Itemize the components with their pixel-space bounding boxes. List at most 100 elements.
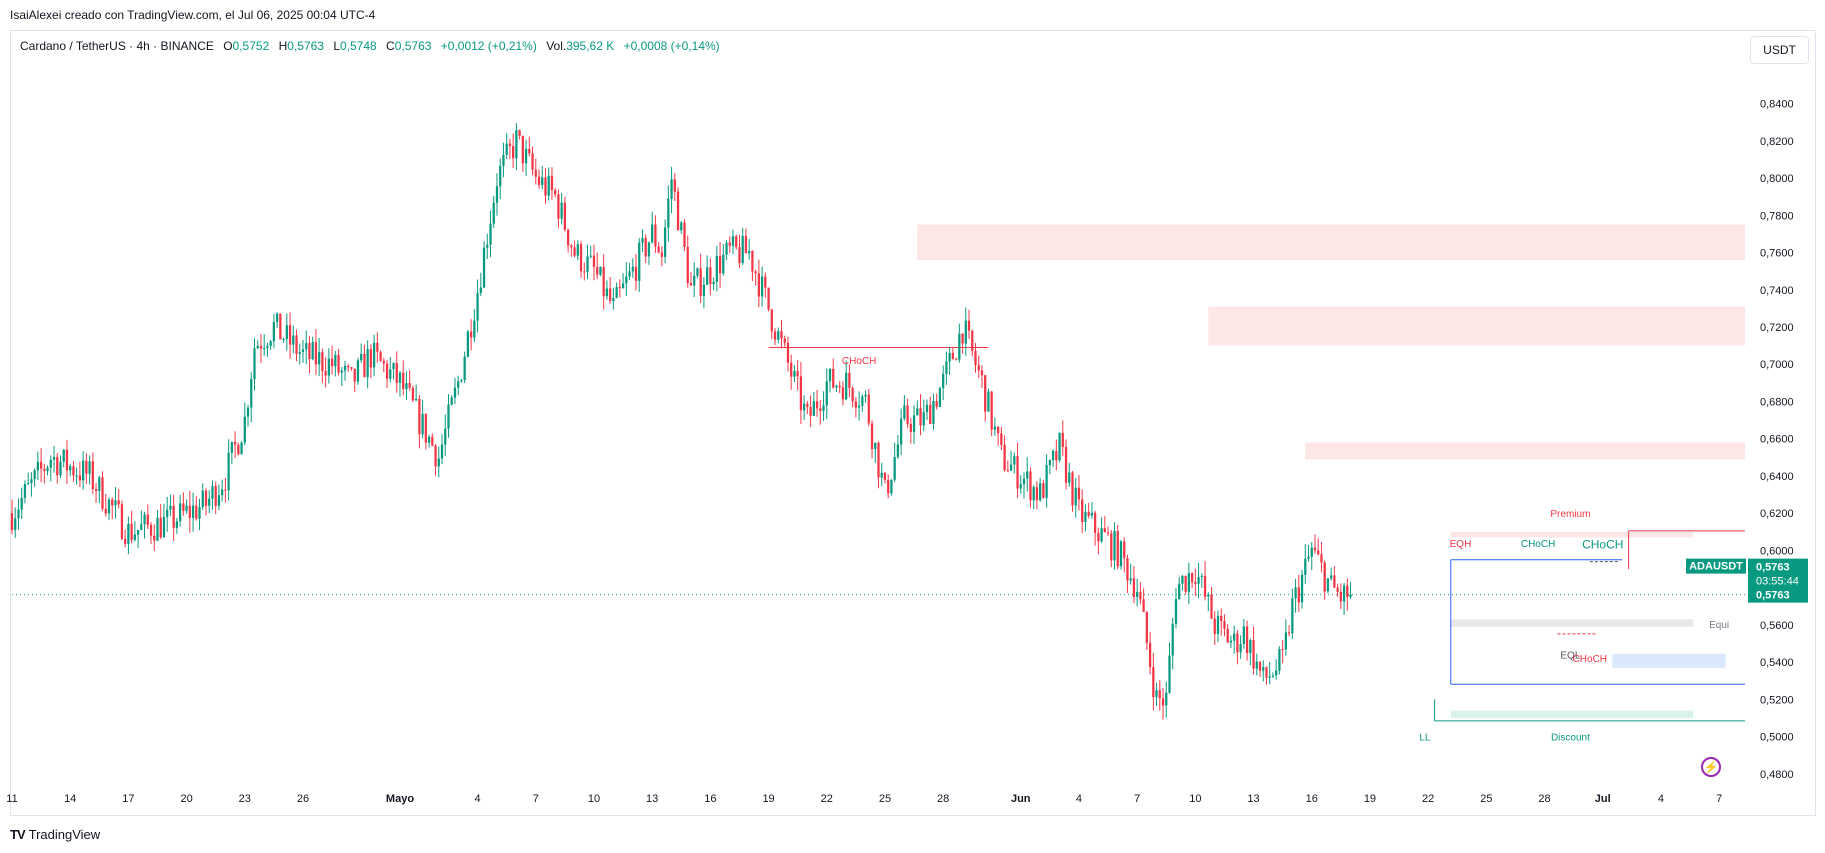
candle-body [153, 535, 156, 541]
time-tick-label: Mayo [386, 793, 414, 805]
candle-body [524, 148, 528, 164]
candle [725, 240, 728, 260]
candle-body [52, 456, 56, 460]
candle-body [874, 442, 877, 450]
candle [23, 480, 27, 504]
candle-body [1042, 483, 1045, 498]
candle [1026, 457, 1029, 492]
candle [385, 360, 389, 389]
candle [670, 166, 673, 214]
candle-body [1271, 675, 1275, 677]
candle [1300, 570, 1304, 609]
candle-body [1142, 599, 1145, 612]
candle-body [1161, 698, 1165, 706]
candle [1284, 619, 1288, 656]
lightning-icon[interactable]: ⚡ [1701, 757, 1721, 777]
candle-body [1171, 623, 1174, 656]
candle [59, 455, 62, 479]
candle [263, 334, 266, 357]
candle-body [1220, 615, 1223, 622]
candle [767, 287, 770, 312]
candle [541, 165, 544, 190]
candle [1187, 562, 1191, 605]
candle-body [738, 247, 741, 264]
candle [505, 133, 508, 160]
price-tick-label: 0,4800 [1760, 769, 1794, 781]
candle-body [822, 405, 825, 411]
candle-body [951, 353, 954, 360]
candle [1320, 541, 1323, 573]
candle-body [909, 423, 912, 432]
candle-body [1281, 649, 1284, 651]
time-tick-label: 23 [239, 793, 251, 805]
candle-body [673, 179, 676, 192]
candle [822, 391, 825, 421]
time-tick-label: 25 [879, 793, 891, 805]
candle [72, 460, 75, 482]
candle [1294, 578, 1297, 613]
time-tick-label: 25 [1480, 793, 1492, 805]
price-tick-label: 0,5000 [1760, 732, 1794, 744]
candle-body [1165, 692, 1168, 706]
candle [709, 258, 712, 296]
candle-body [696, 268, 699, 276]
candle-body [117, 500, 120, 505]
candle [120, 500, 124, 541]
price-tick-label: 0,6000 [1760, 545, 1794, 557]
candle [738, 234, 741, 269]
candle-body [437, 458, 440, 467]
close-price-tag-bg [1748, 586, 1808, 603]
candle [896, 435, 900, 459]
candle-body [499, 165, 502, 187]
volume-change-value: +0,0008 (+0,14%) [623, 39, 720, 53]
candle [114, 487, 117, 519]
candle-body [1051, 451, 1055, 461]
candle [890, 479, 893, 496]
candle [111, 497, 114, 520]
candle-body [489, 223, 492, 245]
candle [1032, 485, 1035, 510]
candle-body [1323, 562, 1326, 592]
candle [476, 279, 479, 333]
candle [570, 244, 573, 257]
time-tick-label: 13 [1247, 793, 1259, 805]
price-tick-label: 0,7600 [1760, 248, 1794, 260]
symbol-tag: ADAUSDT [1689, 561, 1743, 573]
candle-body [1100, 528, 1103, 542]
candle-body [641, 237, 644, 243]
time-tick-label: 14 [64, 793, 76, 805]
candle-body [1110, 533, 1113, 561]
symbol-name[interactable]: Cardano / TetherUS · 4h · BINANCE [20, 39, 214, 53]
candle-body [1129, 578, 1132, 581]
candle-body [1000, 433, 1003, 445]
candle-body [259, 345, 263, 349]
candle [308, 335, 311, 374]
chart-annotation: EQL [1560, 650, 1580, 661]
candle [1110, 530, 1113, 568]
candle [625, 262, 628, 296]
candle [469, 319, 473, 351]
currency-button[interactable]: USDT [1750, 36, 1809, 64]
price-tick-label: 0,8200 [1760, 136, 1794, 148]
candle [1291, 588, 1294, 639]
candle-body [1126, 558, 1129, 581]
candle [1048, 459, 1051, 475]
candle-body [314, 342, 318, 365]
candle [499, 158, 502, 200]
symbol-legend: Cardano / TetherUS · 4h · BINANCE O0,575… [20, 39, 720, 53]
chart-annotation: LL [1419, 732, 1431, 743]
candle [663, 219, 667, 264]
brand-footer[interactable]: TV TradingView [10, 827, 100, 842]
candle-body [434, 445, 437, 467]
candle [221, 479, 224, 502]
candle [1255, 653, 1258, 676]
candle-body [1139, 592, 1142, 600]
candle [292, 325, 295, 354]
candle [793, 364, 796, 383]
candle-body [1287, 632, 1291, 634]
candle-body [699, 268, 702, 296]
candle-body [453, 387, 457, 398]
price-tick-label: 0,7400 [1760, 285, 1794, 297]
candle-body [17, 509, 20, 519]
